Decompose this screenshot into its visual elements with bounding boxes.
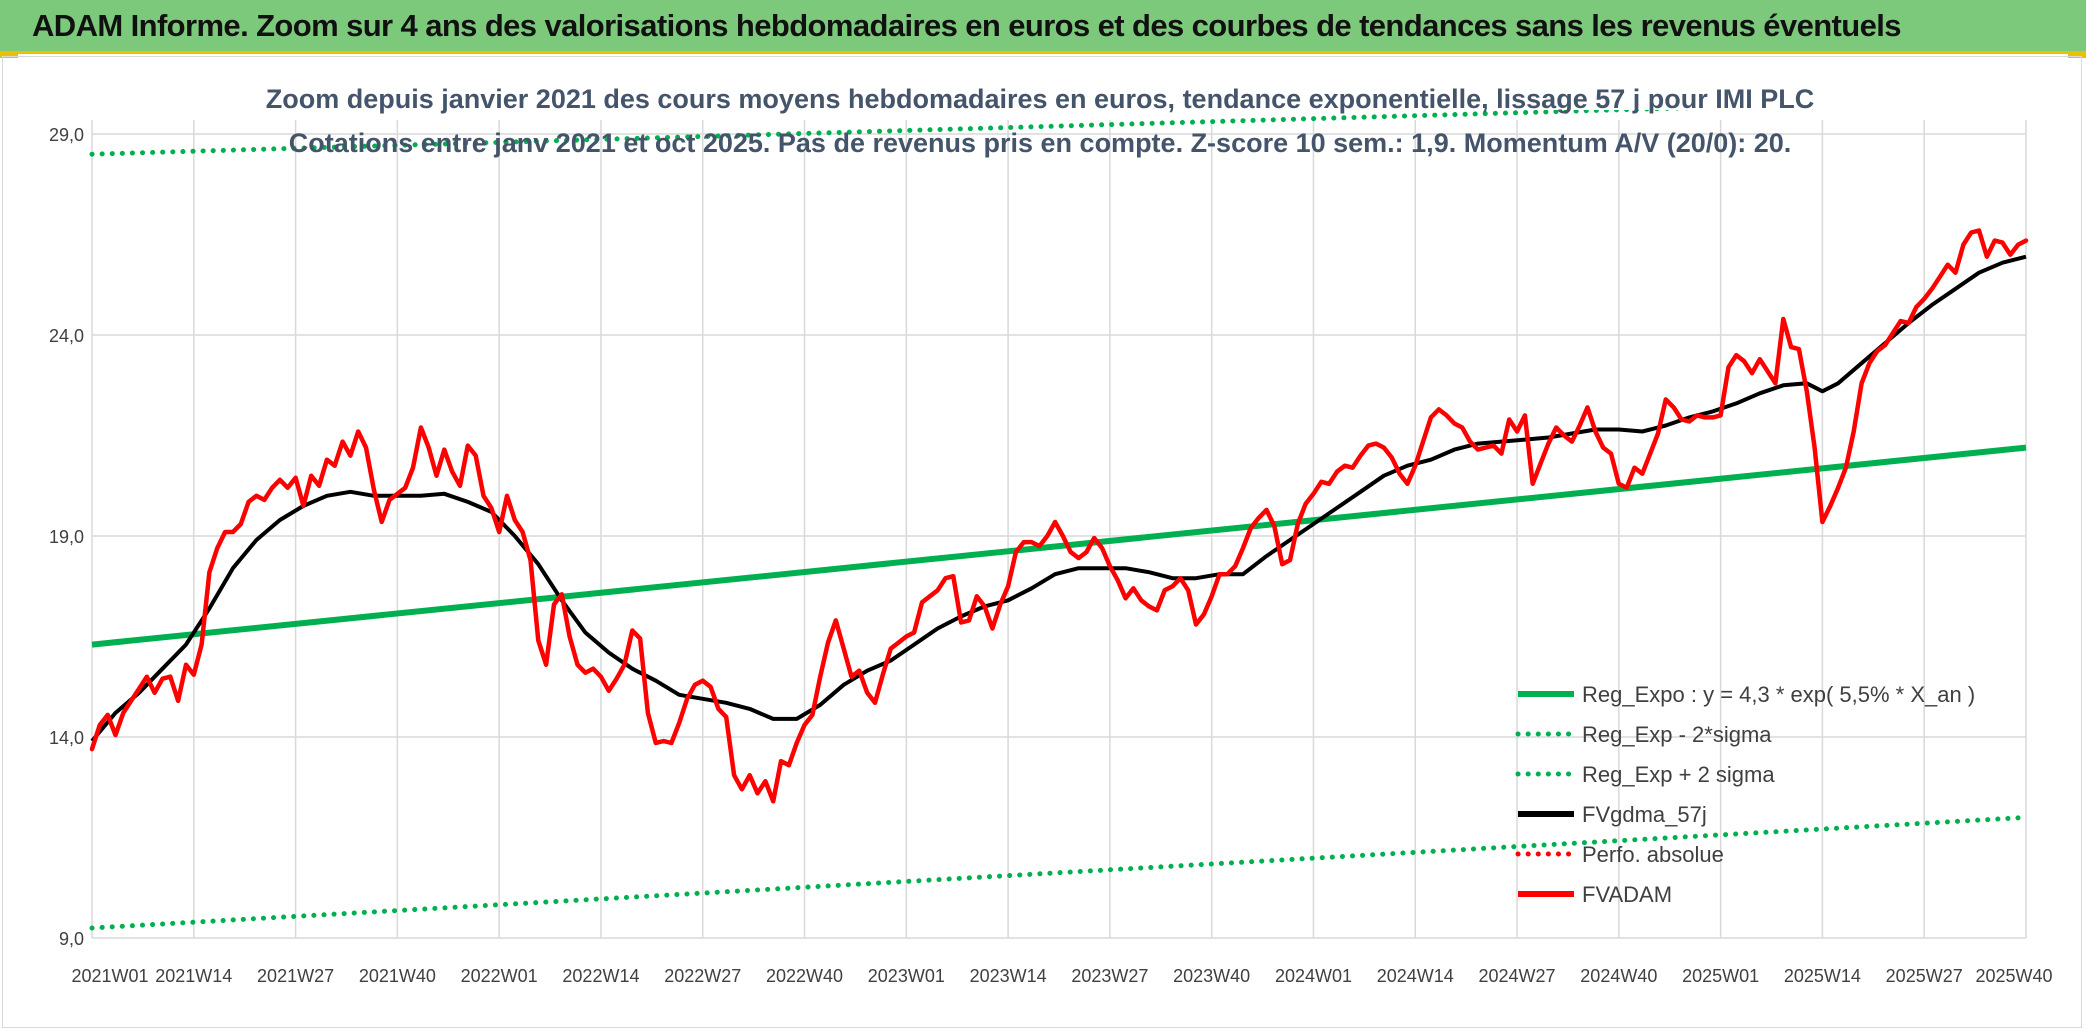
x-tick-label: 2023W14 xyxy=(970,966,1047,986)
header-accent-right xyxy=(2068,52,2086,58)
y-axis-ticks: 9,0 14,0 19,0 24,0 29,0 xyxy=(49,125,84,949)
y-tick-label: 24,0 xyxy=(49,326,84,346)
series-line-1 xyxy=(89,814,2029,931)
series-line-0 xyxy=(91,444,2027,648)
y-tick-label: 9,0 xyxy=(59,929,84,949)
report-title: ADAM Informe. Zoom sur 4 ans des valoris… xyxy=(32,8,1902,43)
y-tick-label: 14,0 xyxy=(49,728,84,748)
x-tick-label: 2024W40 xyxy=(1580,966,1657,986)
x-tick-label: 2021W01 xyxy=(71,966,148,986)
x-tick-label: 2022W14 xyxy=(562,966,639,986)
series-line-2 xyxy=(89,110,1697,157)
series-line-3 xyxy=(90,254,2027,743)
chart-frame xyxy=(2,56,2082,1028)
x-tick-label: 2021W40 xyxy=(359,966,436,986)
legend-item: Perfo. absolue xyxy=(1515,842,1724,867)
x-tick-label: 2025W01 xyxy=(1682,966,1759,986)
legend-label: Reg_Exp + 2 sigma xyxy=(1582,762,1775,787)
gridlines xyxy=(91,120,2027,939)
x-tick-label: 2025W40 xyxy=(1975,966,2052,986)
x-tick-label: 2021W27 xyxy=(257,966,334,986)
x-tick-label: 2024W14 xyxy=(1377,966,1454,986)
x-tick-label: 2024W27 xyxy=(1479,966,1556,986)
x-tick-label: 2022W27 xyxy=(664,966,741,986)
legend-item: Reg_Exp + 2 sigma xyxy=(1515,762,1775,787)
legend-label: Perfo. absolue xyxy=(1582,842,1724,867)
legend-label: FVADAM xyxy=(1582,882,1672,907)
legend-label: Reg_Exp - 2*sigma xyxy=(1582,722,1772,747)
header-accent-left xyxy=(0,52,18,58)
legend-item: Reg_Expo : y = 4,3 * exp( 5,5% * X_an ) xyxy=(1518,682,1975,707)
legend-label: Reg_Expo : y = 4,3 * exp( 5,5% * X_an ) xyxy=(1582,682,1975,707)
chart-title-line-2: Cotations entre janv 2021 et oct 2025. P… xyxy=(289,128,1792,158)
legend-item: Reg_Exp - 2*sigma xyxy=(1515,722,1772,747)
y-tick-label: 19,0 xyxy=(49,527,84,547)
x-tick-label: 2023W40 xyxy=(1173,966,1250,986)
x-tick-label: 2023W01 xyxy=(868,966,945,986)
x-tick-label: 2025W27 xyxy=(1886,966,1963,986)
x-axis-ticks: 2021W01 2021W14 2021W27 2021W40 2022W01 2022W… xyxy=(71,966,2052,986)
legend: Reg_Expo : y = 4,3 * exp( 5,5% * X_an ) R… xyxy=(1515,682,1975,907)
x-tick-label: 2022W40 xyxy=(766,966,843,986)
y-tick-label: 29,0 xyxy=(49,125,84,145)
legend-item: FVADAM xyxy=(1518,882,1672,907)
legend-item: FVgdma_57j xyxy=(1518,802,1707,827)
x-tick-label: 2025W14 xyxy=(1784,966,1861,986)
x-tick-label: 2022W01 xyxy=(461,966,538,986)
x-tick-label: 2023W27 xyxy=(1071,966,1148,986)
legend-label: FVgdma_57j xyxy=(1582,802,1707,827)
x-tick-label: 2021W14 xyxy=(155,966,232,986)
chart-title-block: Zoom depuis janvier 2021 des cours moyen… xyxy=(266,84,1814,158)
chart-title-line-1: Zoom depuis janvier 2021 des cours moyen… xyxy=(266,84,1814,114)
series-line-5 xyxy=(89,228,2029,804)
header-bar: ADAM Informe. Zoom sur 4 ans des valoris… xyxy=(0,0,2086,54)
series-lines xyxy=(89,110,2029,931)
x-tick-label: 2024W01 xyxy=(1275,966,1352,986)
